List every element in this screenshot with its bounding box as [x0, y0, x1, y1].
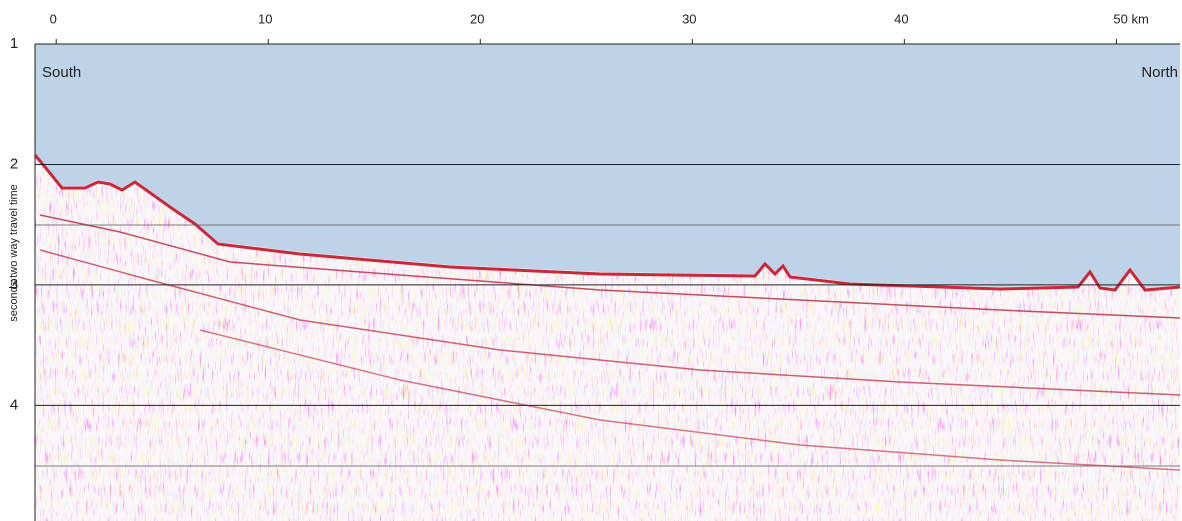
water-column: [35, 44, 1180, 288]
reflector: [39, 214, 1180, 319]
x-tick-label: 40: [894, 11, 908, 26]
y-tick-label: 4: [10, 396, 18, 413]
y-tick-label: 2: [10, 155, 18, 172]
annotation: South: [42, 64, 81, 81]
reflector: [199, 329, 1180, 471]
y-tick-label: 3: [10, 276, 18, 293]
x-tick-label: 30: [682, 11, 696, 26]
reflector: [39, 249, 1180, 396]
plot-area: [35, 44, 1180, 521]
y-tick-label: 1: [10, 35, 18, 52]
seafloor-reflector: [35, 154, 1180, 292]
x-tick-label: 10: [258, 11, 272, 26]
y-axis-label: seconds two way travel time: [8, 184, 20, 322]
x-tick-label: 50 km: [1113, 11, 1148, 26]
x-tick-label: 20: [470, 11, 484, 26]
annotation: North: [1141, 64, 1178, 81]
x-tick-label: 0: [50, 11, 57, 26]
